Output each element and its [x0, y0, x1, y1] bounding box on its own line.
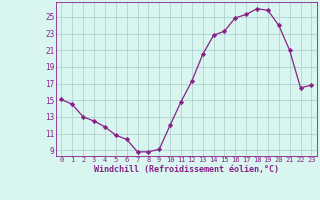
X-axis label: Windchill (Refroidissement éolien,°C): Windchill (Refroidissement éolien,°C)	[94, 165, 279, 174]
